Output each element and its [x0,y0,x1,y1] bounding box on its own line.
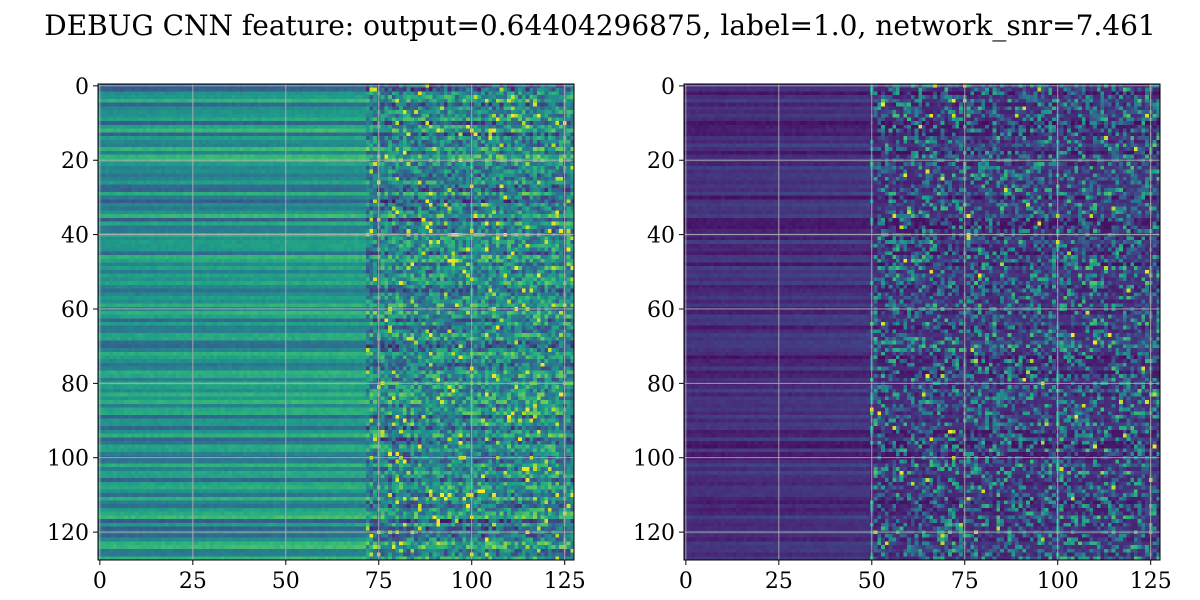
x-tick-label: 0 [93,569,107,594]
axes-frame [97,83,575,561]
y-tick-label: 40 [61,224,89,249]
y-tick-label: 120 [633,521,675,546]
x-tick-label: 50 [858,569,886,594]
y-tick-label: 40 [647,224,675,249]
heatmap-image [684,84,1160,560]
y-tick-label: 80 [61,372,89,397]
x-tick-label: 25 [179,569,207,594]
heatmap-panel-left: 0 25 50 75 100 125 0 20 40 60 80 100 120 [47,75,586,594]
y-tick-label: 100 [47,447,89,472]
x-tick-label: 75 [365,569,393,594]
axes-frame [683,83,1161,561]
y-tick-label: 120 [47,521,89,546]
heatmap-image [98,84,574,560]
y-tick-label: 20 [647,149,675,174]
y-tick-label: 0 [75,75,89,100]
y-tick-label: 80 [647,372,675,397]
x-tick-label: 100 [451,569,493,594]
x-tick-label: 50 [272,569,300,594]
x-tick-label: 100 [1037,569,1079,594]
y-tick-label: 100 [633,447,675,472]
figure-title: DEBUG CNN feature: output=0.64404296875,… [44,9,1155,42]
y-tick-label: 60 [647,298,675,323]
x-tick-label: 75 [951,569,979,594]
heatmap-panel-right: 0 25 50 75 100 125 0 20 40 60 80 100 120 [633,75,1172,594]
x-tick-label: 125 [544,569,586,594]
y-tick-label: 60 [61,298,89,323]
x-tick-label: 0 [679,569,693,594]
x-tick-label: 25 [765,569,793,594]
x-tick-label: 125 [1130,569,1172,594]
y-tick-label: 20 [61,149,89,174]
y-tick-label: 0 [661,75,675,100]
